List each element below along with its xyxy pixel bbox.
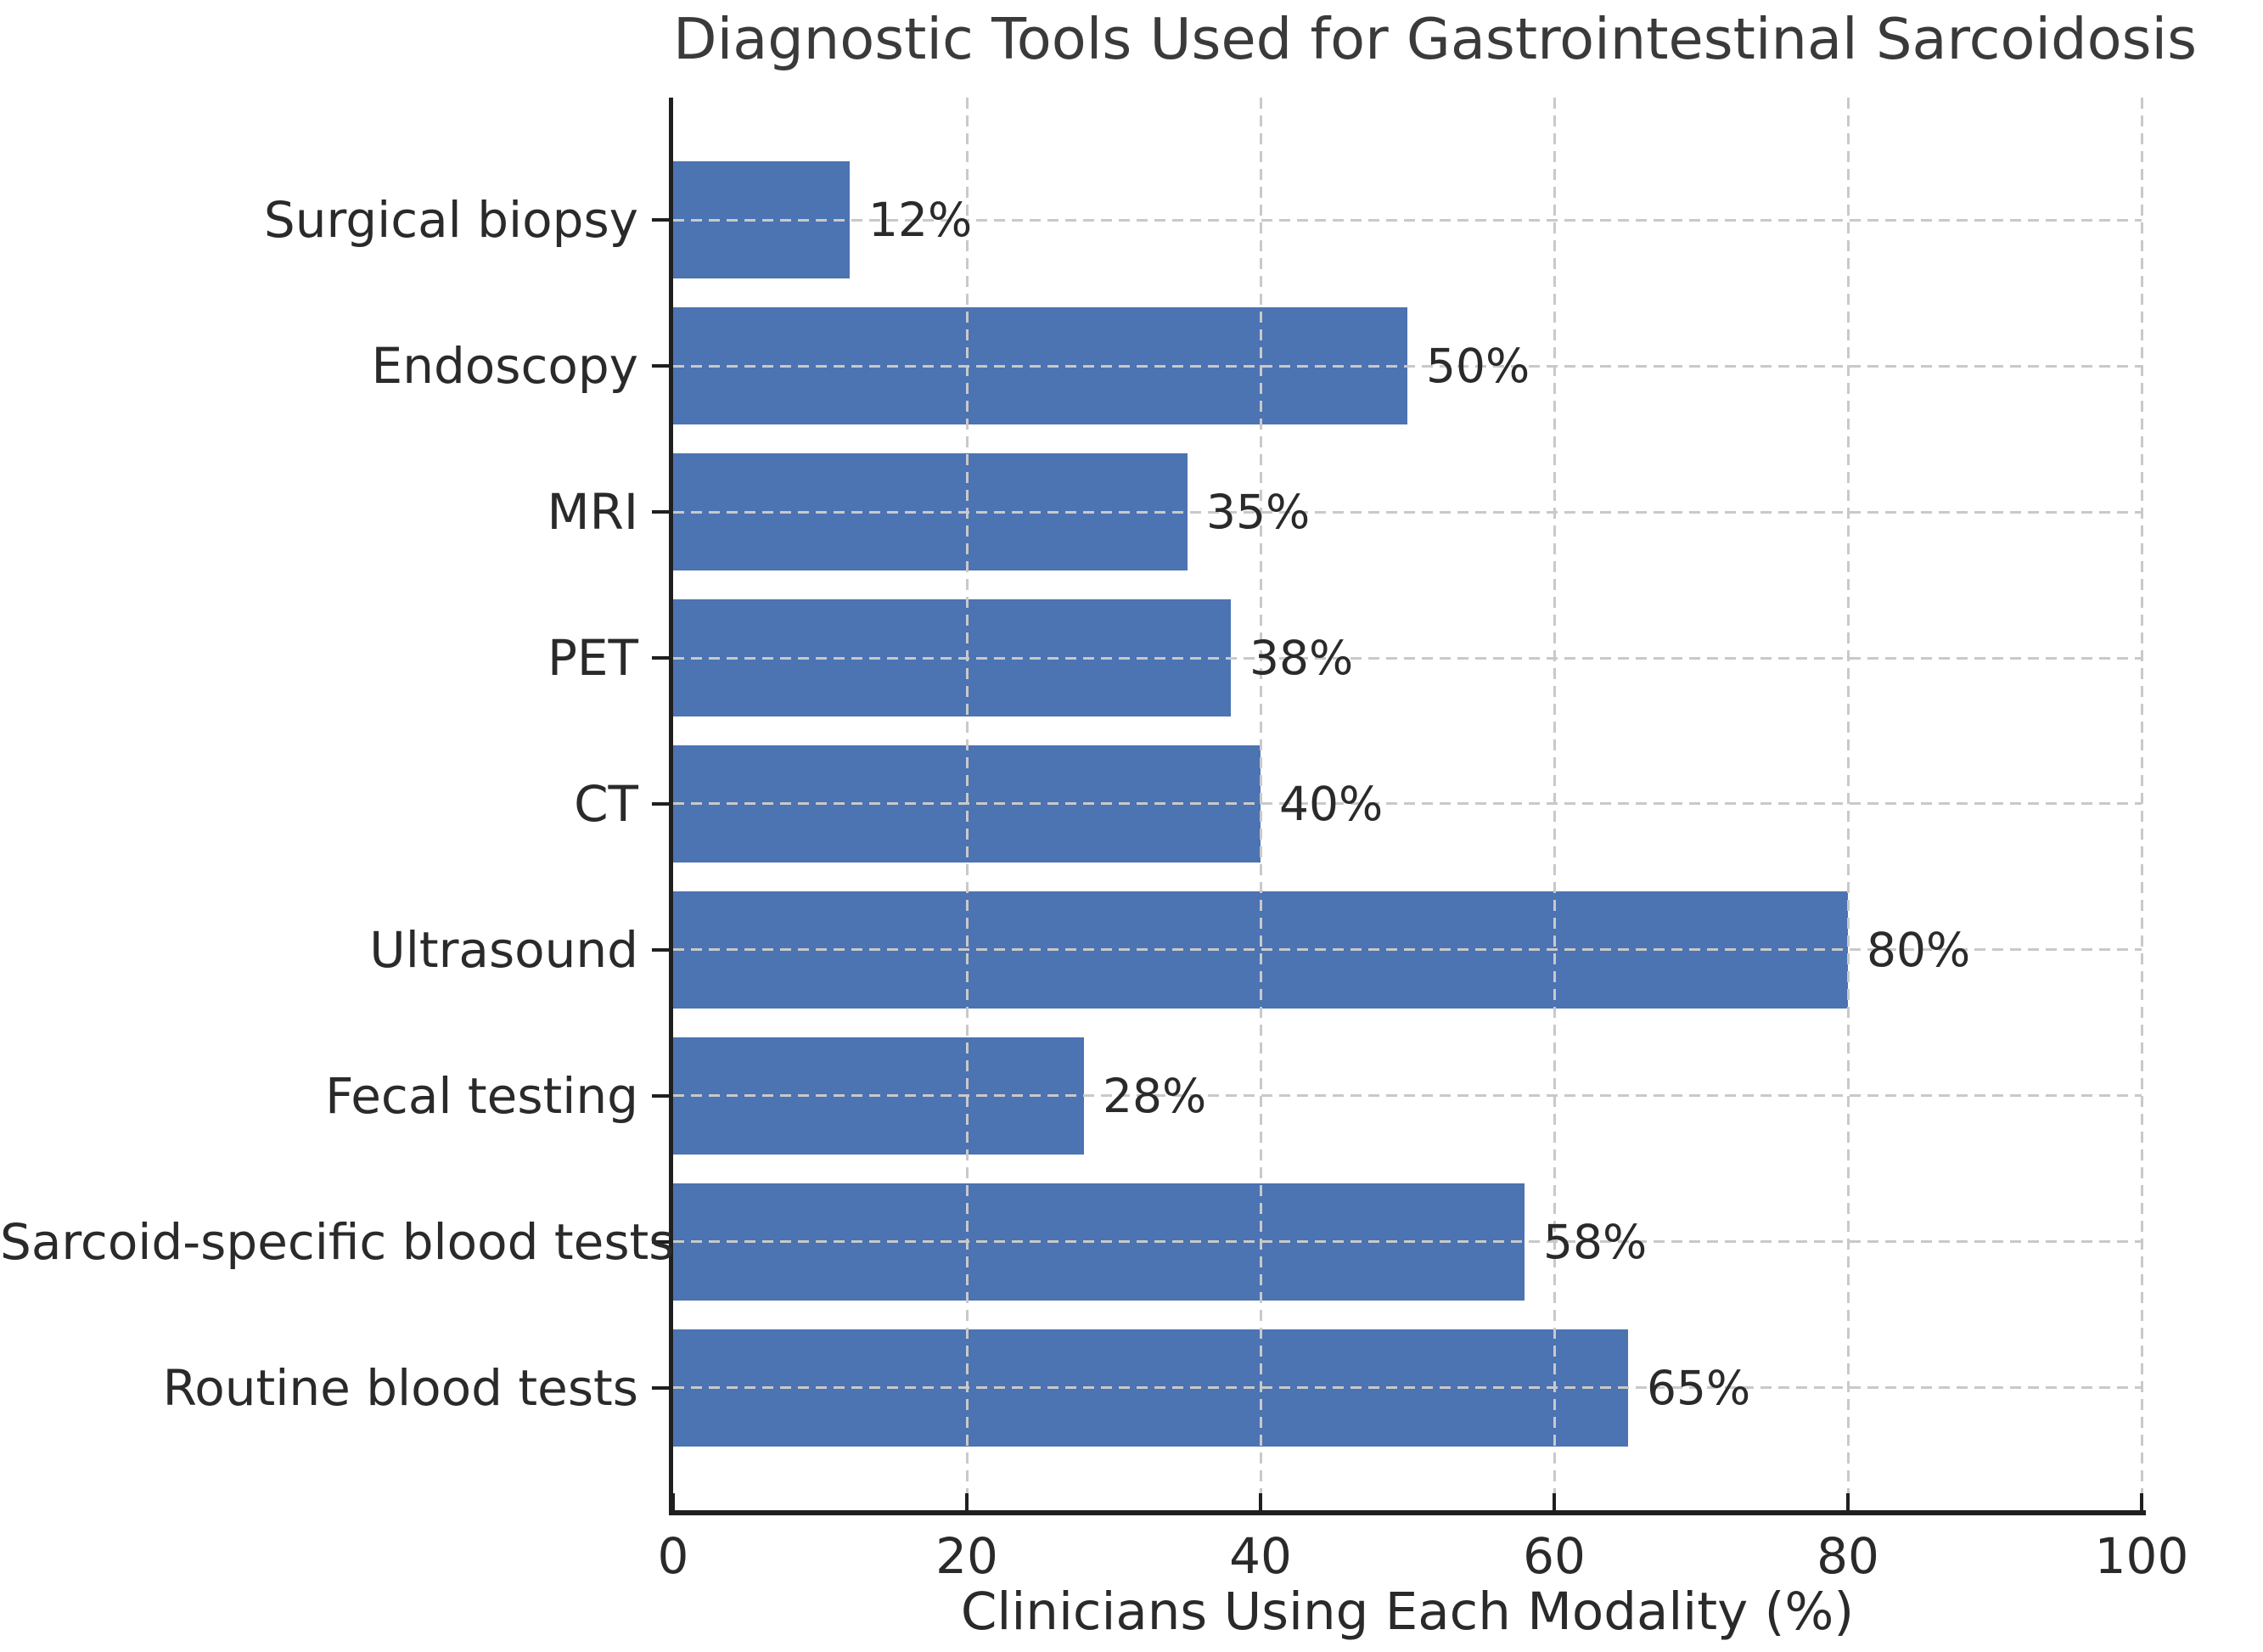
y-tick-label: Ultrasound: [369, 921, 638, 979]
y-gridline: [673, 1386, 2142, 1389]
x-axis-label: Clinicians Using Each Modality (%): [960, 1582, 1855, 1642]
x-tick-mark: [965, 1493, 969, 1510]
y-gridline: [673, 948, 2142, 951]
y-tick-mark: [652, 656, 669, 660]
y-gridline: [673, 219, 2142, 222]
x-tick-mark: [1846, 1493, 1850, 1510]
x-axis-spine: [669, 1510, 2146, 1515]
y-tick-label: CT: [574, 775, 638, 833]
x-tick-label: 100: [2094, 1527, 2189, 1585]
y-tick-mark: [652, 364, 669, 368]
y-tick-mark: [652, 1240, 669, 1244]
x-tick-label: 20: [935, 1527, 998, 1585]
y-tick-mark: [652, 1386, 669, 1390]
x-tick-mark: [1259, 1493, 1262, 1510]
y-gridline: [673, 365, 2142, 368]
y-tick-label: Surgical biopsy: [263, 191, 638, 249]
y-gridline: [673, 1240, 2142, 1243]
bar-value-label: 40%: [1279, 777, 1384, 831]
y-tick-mark: [652, 802, 669, 806]
bar-value-label: 12%: [868, 193, 973, 247]
x-tick-label: 40: [1229, 1527, 1292, 1585]
y-tick-label: Sarcoid-specific blood tests: [0, 1213, 675, 1271]
x-tick-mark: [671, 1493, 675, 1510]
bar-value-label: 35%: [1206, 485, 1311, 539]
x-tick-label: 80: [1817, 1527, 1879, 1585]
x-tick-label: 0: [657, 1527, 689, 1585]
y-tick-mark: [652, 510, 669, 514]
bar-value-label: 58%: [1543, 1215, 1648, 1269]
plot-area: [673, 98, 2143, 1510]
y-tick-mark: [652, 218, 669, 222]
x-gridline-100: [2141, 98, 2143, 1510]
y-gridline: [673, 511, 2142, 514]
y-tick-label: Fecal testing: [325, 1067, 638, 1125]
y-tick-label: MRI: [547, 483, 638, 541]
x-tick-mark: [2140, 1493, 2143, 1510]
y-tick-mark: [652, 948, 669, 952]
bar-value-label: 50%: [1426, 339, 1530, 393]
y-gridline: [673, 657, 2142, 660]
grid-layer: [673, 98, 2143, 1510]
chart-title: Diagnostic Tools Used for Gastrointestin…: [673, 6, 2197, 72]
x-tick-label: 60: [1523, 1527, 1586, 1585]
y-tick-label: Endoscopy: [371, 337, 638, 395]
y-gridline: [673, 1094, 2142, 1097]
y-axis-spine: [669, 98, 673, 1514]
bar-value-label: 28%: [1103, 1069, 1207, 1123]
y-tick-mark: [652, 1094, 669, 1098]
x-tick-mark: [1553, 1493, 1556, 1510]
bar-value-label: 80%: [1867, 923, 1971, 977]
y-tick-label: Routine blood tests: [162, 1359, 638, 1417]
y-tick-label: PET: [547, 629, 638, 687]
bar-value-label: 38%: [1249, 631, 1354, 685]
y-gridline: [673, 802, 2142, 805]
bar-value-label: 65%: [1647, 1361, 1751, 1415]
